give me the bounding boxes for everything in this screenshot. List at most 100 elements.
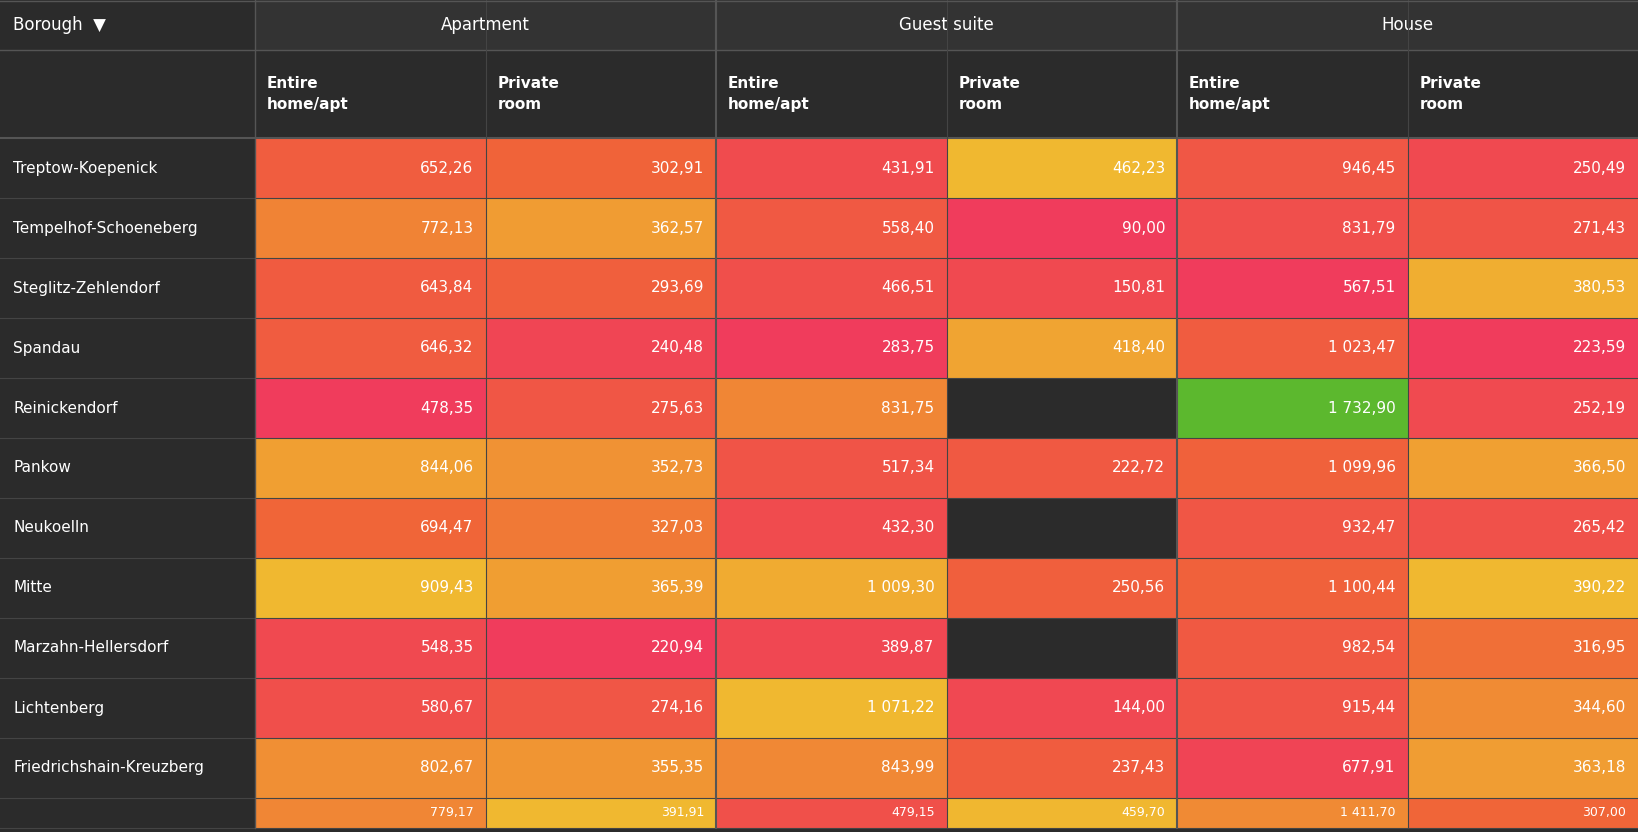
Bar	[1407, 438, 1638, 498]
Bar	[485, 618, 716, 678]
Bar	[0, 138, 256, 198]
Text: 327,03: 327,03	[650, 521, 704, 536]
Text: 432,30: 432,30	[881, 521, 935, 536]
Text: 694,47: 694,47	[421, 521, 473, 536]
Text: 946,45: 946,45	[1342, 161, 1396, 176]
Bar	[1178, 558, 1407, 618]
Bar	[1178, 618, 1407, 678]
Text: 352,73: 352,73	[650, 460, 704, 476]
Text: 779,17: 779,17	[429, 806, 473, 820]
Bar	[1407, 798, 1638, 828]
Text: 431,91: 431,91	[881, 161, 935, 176]
Bar	[0, 198, 256, 258]
Text: 478,35: 478,35	[421, 400, 473, 415]
Bar	[485, 678, 716, 738]
Text: 307,00: 307,00	[1582, 806, 1627, 820]
Text: 366,50: 366,50	[1572, 460, 1627, 476]
Text: Neukoelln: Neukoelln	[13, 521, 88, 536]
Text: 558,40: 558,40	[881, 220, 935, 235]
Bar	[716, 318, 947, 378]
Text: 831,79: 831,79	[1342, 220, 1396, 235]
Text: 250,56: 250,56	[1112, 581, 1165, 596]
Text: 643,84: 643,84	[421, 280, 473, 295]
Bar	[716, 498, 947, 558]
Bar	[1407, 558, 1638, 618]
Text: 1 732,90: 1 732,90	[1328, 400, 1396, 415]
Text: 548,35: 548,35	[421, 641, 473, 656]
Text: 459,70: 459,70	[1122, 806, 1165, 820]
Bar	[1407, 618, 1638, 678]
Text: 252,19: 252,19	[1572, 400, 1627, 415]
Text: Borough  ▼: Borough ▼	[13, 16, 106, 34]
Bar	[485, 738, 716, 798]
Text: 293,69: 293,69	[650, 280, 704, 295]
Text: 567,51: 567,51	[1343, 280, 1396, 295]
Bar	[947, 498, 1178, 558]
Bar	[716, 558, 947, 618]
Bar	[256, 50, 485, 138]
Bar	[716, 138, 947, 198]
Bar	[0, 738, 256, 798]
Text: 365,39: 365,39	[650, 581, 704, 596]
Text: Entire
home/apt: Entire home/apt	[727, 76, 809, 112]
Bar	[0, 558, 256, 618]
Text: 362,57: 362,57	[650, 220, 704, 235]
Text: 982,54: 982,54	[1343, 641, 1396, 656]
Bar	[1178, 738, 1407, 798]
Bar	[256, 558, 485, 618]
Bar	[1407, 50, 1638, 138]
Bar	[0, 378, 256, 438]
Bar	[947, 798, 1178, 828]
Bar	[485, 50, 716, 138]
Text: 380,53: 380,53	[1572, 280, 1627, 295]
Bar	[716, 258, 947, 318]
Text: Entire
home/apt: Entire home/apt	[1189, 76, 1271, 112]
Bar	[256, 498, 485, 558]
Bar	[947, 618, 1178, 678]
Bar	[947, 738, 1178, 798]
Text: 909,43: 909,43	[419, 581, 473, 596]
Bar	[256, 738, 485, 798]
Bar	[1407, 258, 1638, 318]
Text: Spandau: Spandau	[13, 340, 80, 355]
Bar	[256, 798, 485, 828]
Text: Private
room: Private room	[958, 76, 1020, 112]
Bar	[1178, 198, 1407, 258]
Text: Private
room: Private room	[1420, 76, 1481, 112]
Text: 237,43: 237,43	[1112, 760, 1165, 775]
Bar	[716, 618, 947, 678]
Bar	[256, 198, 485, 258]
Bar	[485, 378, 716, 438]
Bar	[256, 438, 485, 498]
Bar	[716, 0, 1178, 50]
Text: Guest suite: Guest suite	[899, 16, 994, 34]
Text: Entire
home/apt: Entire home/apt	[267, 76, 349, 112]
Text: Marzahn-Hellersdorf: Marzahn-Hellersdorf	[13, 641, 169, 656]
Bar	[1407, 498, 1638, 558]
Text: 389,87: 389,87	[881, 641, 935, 656]
Bar	[0, 798, 256, 828]
Bar	[485, 498, 716, 558]
Bar	[485, 798, 716, 828]
Bar	[485, 258, 716, 318]
Text: 265,42: 265,42	[1572, 521, 1627, 536]
Text: Friedrichshain-Kreuzberg: Friedrichshain-Kreuzberg	[13, 760, 203, 775]
Text: 677,91: 677,91	[1342, 760, 1396, 775]
Bar	[1178, 50, 1407, 138]
Text: 274,16: 274,16	[650, 701, 704, 716]
Text: 1 023,47: 1 023,47	[1328, 340, 1396, 355]
Text: 271,43: 271,43	[1572, 220, 1627, 235]
Bar	[1178, 798, 1407, 828]
Bar	[0, 0, 256, 50]
Bar	[947, 318, 1178, 378]
Bar	[485, 138, 716, 198]
Bar	[716, 50, 947, 138]
Bar	[716, 798, 947, 828]
Text: 144,00: 144,00	[1112, 701, 1165, 716]
Bar	[1178, 258, 1407, 318]
Bar	[256, 318, 485, 378]
Text: 1 100,44: 1 100,44	[1328, 581, 1396, 596]
Bar	[485, 198, 716, 258]
Bar	[947, 138, 1178, 198]
Bar	[716, 738, 947, 798]
